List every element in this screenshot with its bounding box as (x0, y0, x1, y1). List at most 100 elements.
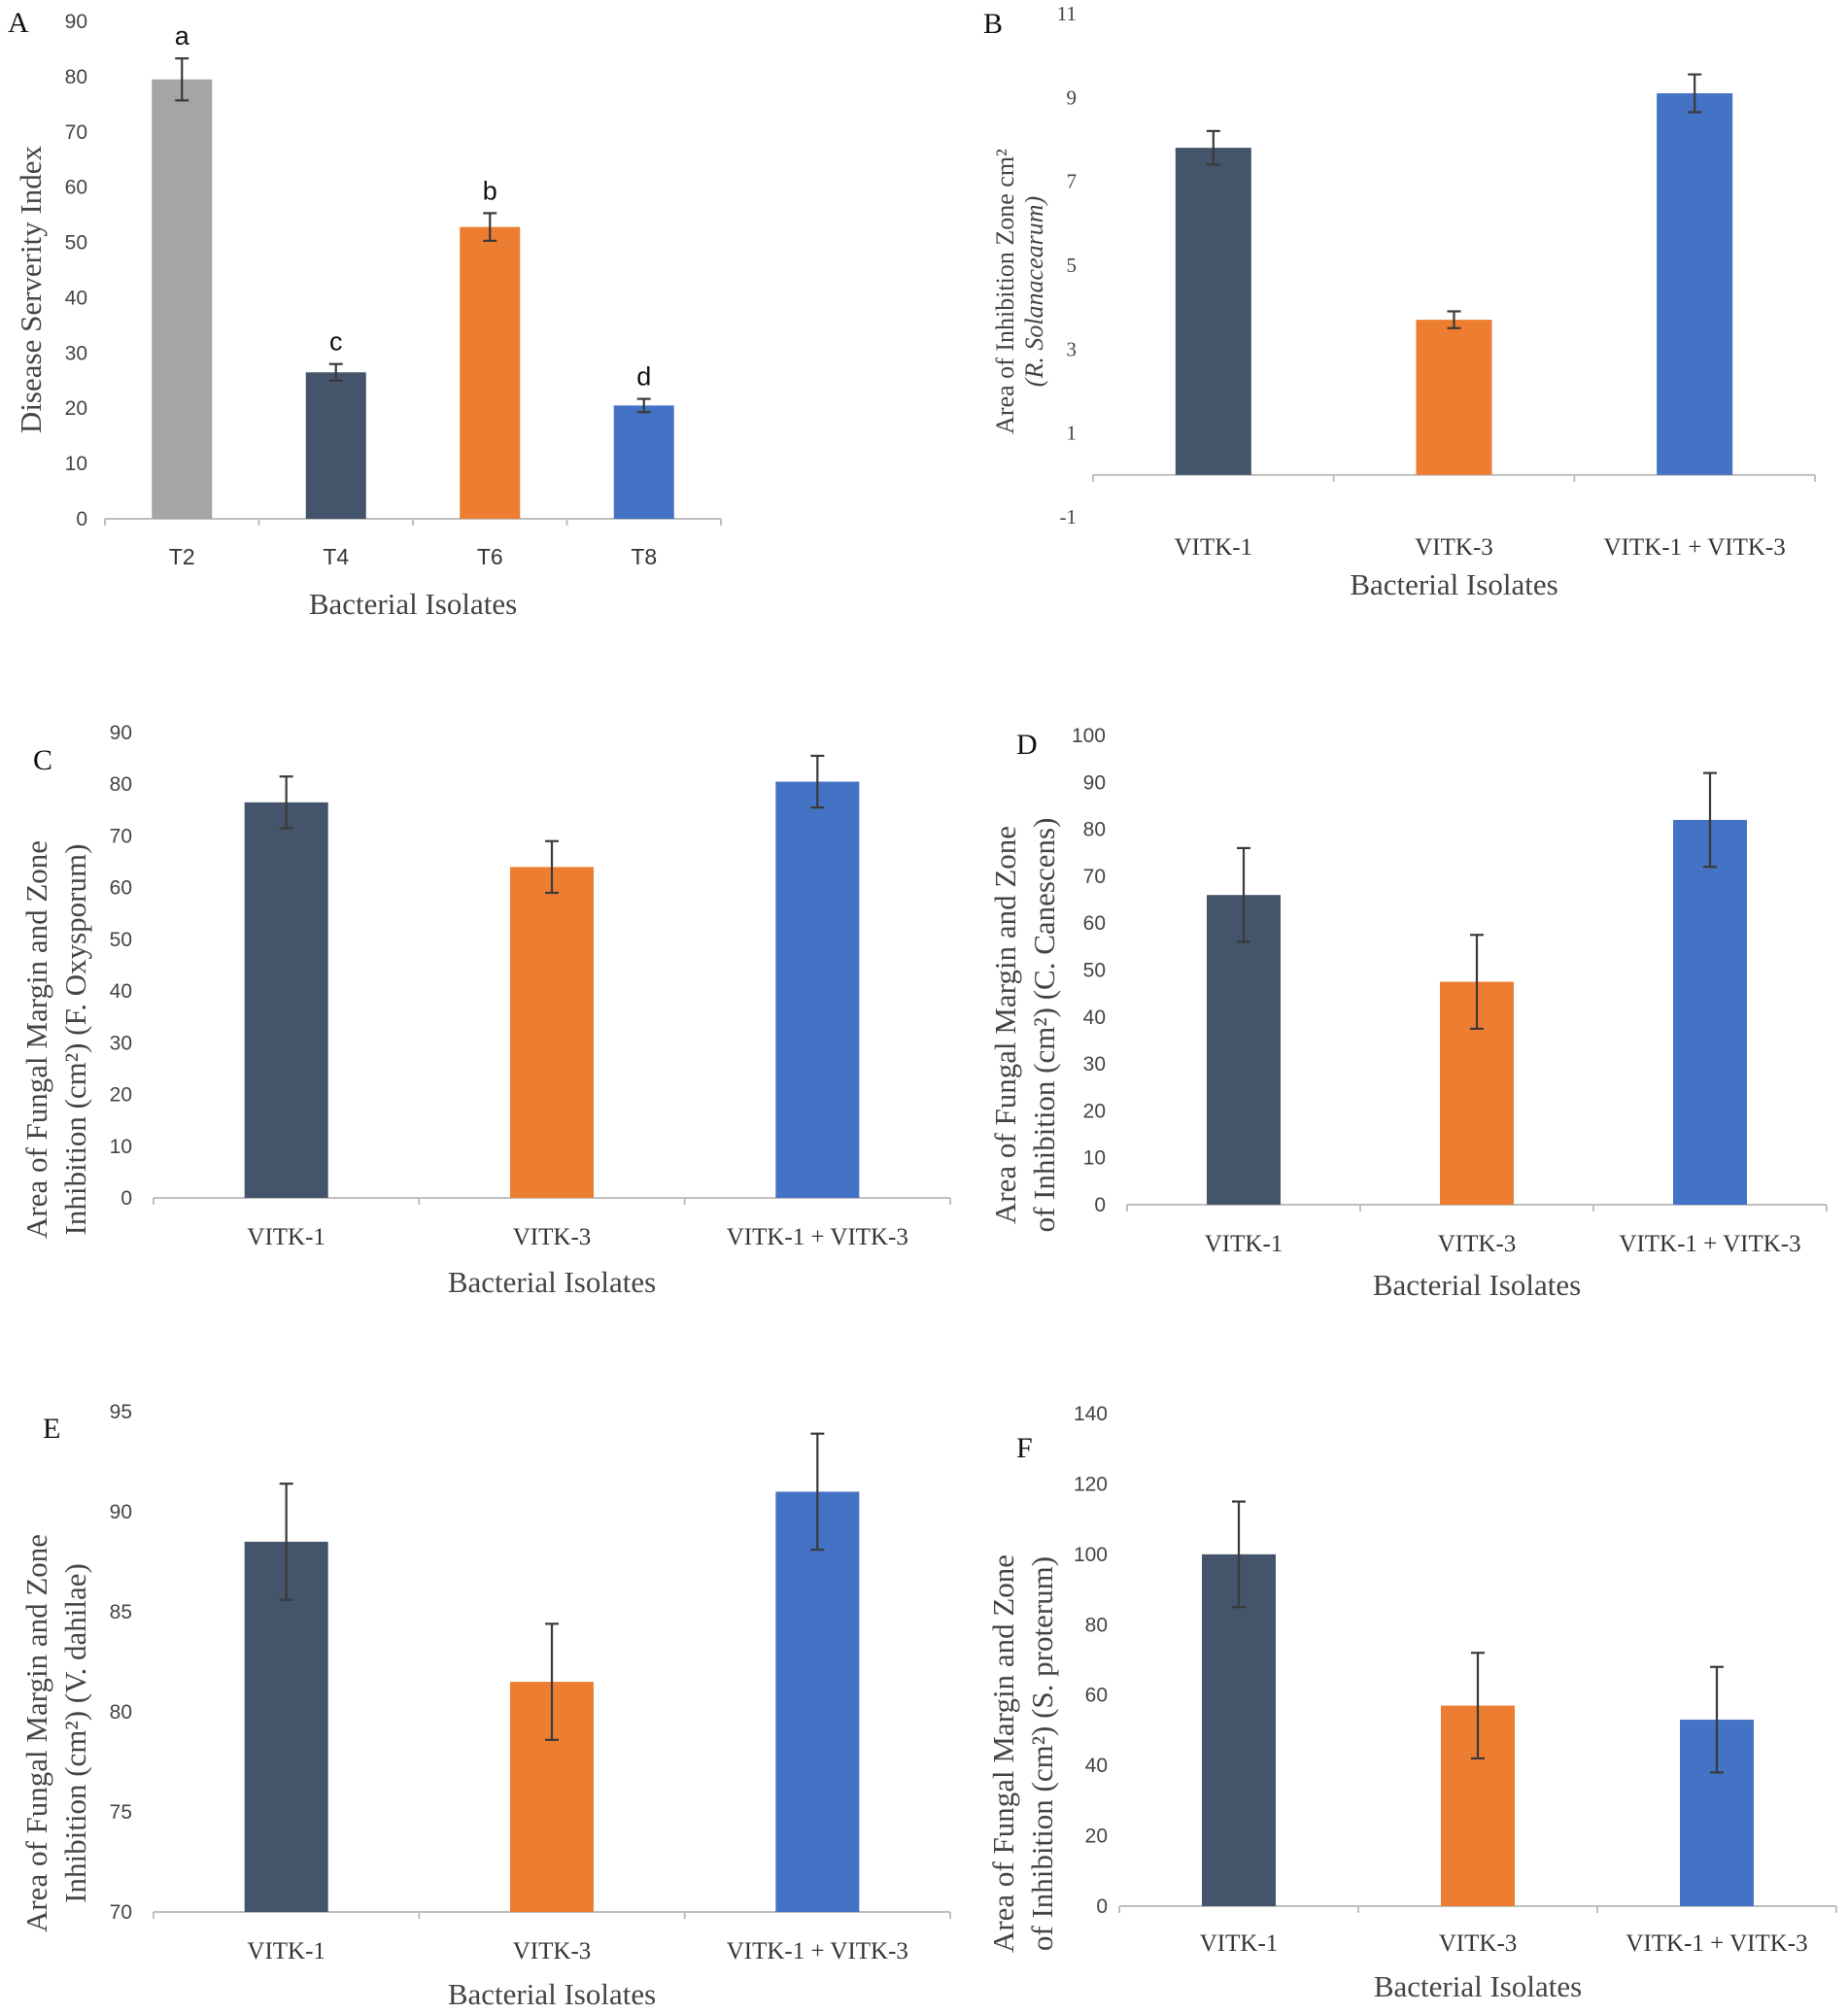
y-tick-label: -1 (1060, 505, 1078, 529)
y-tick-label: 0 (120, 1187, 132, 1210)
y-tick-label: 80 (65, 66, 87, 88)
y-tick-label: 9 (1067, 85, 1078, 109)
bar-vitk-1 (1207, 895, 1281, 1205)
bar-vitk-1 (1202, 1553, 1276, 1906)
category-label: VITK-1 (247, 1224, 325, 1250)
x-axis-label: Bacterial Isolates (448, 1977, 656, 2011)
y-tick-label: 10 (110, 1136, 132, 1158)
y-tick-label: 90 (110, 722, 132, 744)
panel-letter: B (983, 8, 1003, 40)
y-tick-label: 1 (1067, 422, 1078, 445)
y-axis-sublabel: (R. Solanacearum) (1020, 196, 1048, 387)
chart-panel-c: C 0 10 20 30 40 50 60 70 80 90 VITK-1 VITK-3 VITK-1 +… (19, 722, 951, 1299)
y-tick-label: 0 (1096, 1895, 1108, 1918)
y-axis-label: Area of Fungal Margin and Zone (19, 1534, 53, 1932)
y-tick-label: 60 (110, 877, 132, 900)
y-tick-label: 20 (1085, 1826, 1108, 1848)
y-tick-label: 90 (1083, 771, 1106, 794)
y-tick-label: 80 (110, 1701, 132, 1724)
y-tick-label: 0 (76, 508, 87, 530)
panel-letter: E (43, 1413, 60, 1445)
y-tick-label: 60 (1083, 912, 1106, 935)
category-label: VITK-3 (1415, 534, 1493, 561)
y-tick-label: 30 (110, 1032, 132, 1054)
y-axis-label: Area of Fungal Margin and Zone (988, 826, 1022, 1224)
y-tick-label: 50 (65, 232, 87, 255)
y-tick-label: 85 (110, 1601, 132, 1623)
x-axis-label: Bacterial Isolates (309, 587, 517, 621)
bar-vitk-3 (1416, 320, 1492, 475)
category-label: VITK-1 (1205, 1231, 1283, 1257)
bar-vitk-1 (1175, 148, 1251, 475)
category-label: VITK-3 (513, 1224, 592, 1250)
y-tick-label: 120 (1074, 1473, 1108, 1495)
bar-vitk-1-vitk-3 (775, 781, 860, 1198)
y-tick-label: 40 (1085, 1755, 1108, 1777)
category-label: T4 (323, 544, 349, 569)
y-tick-label: 60 (65, 177, 87, 199)
significance-letter: d (636, 362, 651, 392)
category-label: VITK-3 (1438, 1231, 1517, 1257)
y-tick-label: 30 (1083, 1053, 1106, 1075)
y-axis-label: Disease Serverity Index (14, 145, 48, 433)
y-tick-label: 3 (1067, 337, 1078, 360)
y-tick-label: 75 (110, 1801, 132, 1824)
y-tick-label: 20 (65, 397, 87, 420)
y-tick-label: 50 (1083, 960, 1106, 982)
chart-panel-e: E 70 75 80 85 90 95 VITK-1 VITK-3 VITK-1 + VITK-3… (19, 1401, 951, 2011)
chart-panel-a: A 0 10 20 30 40 50 60 70 80 90 a T2 c T4 b T6 d T8 Bacteria… (8, 7, 722, 621)
y-tick-label: 60 (1085, 1685, 1108, 1707)
y-tick-label: 80 (1083, 819, 1106, 841)
panel-letter: A (8, 7, 29, 39)
y-tick-label: 70 (110, 1901, 132, 1924)
y-tick-label: 80 (1085, 1614, 1108, 1636)
y-tick-label: 40 (110, 980, 132, 1003)
y-tick-label: 30 (65, 342, 87, 364)
y-tick-label: 70 (65, 121, 87, 144)
bar-t8 (613, 405, 674, 519)
y-axis-label: Area of Fungal Margin and Zone (986, 1554, 1020, 1953)
y-tick-label: 7 (1067, 170, 1078, 193)
category-label: VITK-3 (1439, 1930, 1518, 1957)
significance-letter: a (175, 21, 190, 51)
significance-letter: b (483, 176, 497, 205)
y-tick-label: 140 (1074, 1403, 1108, 1425)
bar-vitk-1-vitk-3 (775, 1491, 860, 1912)
chart-panel-f: F 0 20 40 60 80 100 120 140 VITK-1 VITK-3 VITK-1 + … (986, 1403, 1837, 2003)
y-tick-label: 40 (1083, 1007, 1106, 1029)
panel-letter: F (1016, 1432, 1033, 1464)
y-tick-label: 20 (1083, 1100, 1106, 1122)
category-label: T6 (477, 544, 503, 569)
y-tick-label: 5 (1067, 254, 1078, 277)
category-label: VITK-1 + VITK-3 (1619, 1231, 1800, 1257)
y-tick-label: 20 (110, 1084, 132, 1107)
bar-t4 (305, 372, 366, 519)
bar-t2 (152, 79, 213, 519)
category-label: VITK-1 (1200, 1930, 1279, 1957)
y-tick-label: 10 (1083, 1147, 1106, 1170)
y-axis-label: Area of Inhibition Zone cm² (991, 149, 1019, 434)
y-axis-sublabel: of Inhibition (cm²) (C. Canescens) (1027, 818, 1061, 1233)
bar-t6 (460, 226, 521, 520)
category-label: T8 (631, 544, 657, 569)
y-axis-sublabel: Inhibition (cm²) (V. dahilae) (58, 1563, 92, 1903)
y-tick-label: 95 (110, 1401, 132, 1423)
bar-vitk-1 (244, 802, 328, 1198)
significance-letter: c (329, 327, 343, 357)
category-label: VITK-1 + VITK-3 (1626, 1930, 1807, 1957)
y-tick-label: 100 (1072, 725, 1106, 747)
x-axis-label: Bacterial Isolates (1373, 1268, 1581, 1302)
category-label: VITK-1 (247, 1938, 325, 1964)
bar-vitk-1-vitk-3 (1673, 819, 1747, 1205)
panel-letter: D (1016, 729, 1038, 761)
panel-letter: C (33, 744, 52, 776)
y-tick-label: 70 (110, 825, 132, 847)
category-label: VITK-1 + VITK-3 (1604, 534, 1786, 561)
category-label: VITK-1 + VITK-3 (727, 1224, 908, 1250)
category-label: T2 (169, 544, 195, 569)
category-label: VITK-1 (1175, 534, 1253, 561)
chart-panel-d: D 0 10 20 30 40 50 60 70 80 90 100 VITK-1 VITK-3 VITK-… (988, 725, 1828, 1302)
x-axis-label: Bacterial Isolates (448, 1265, 656, 1299)
